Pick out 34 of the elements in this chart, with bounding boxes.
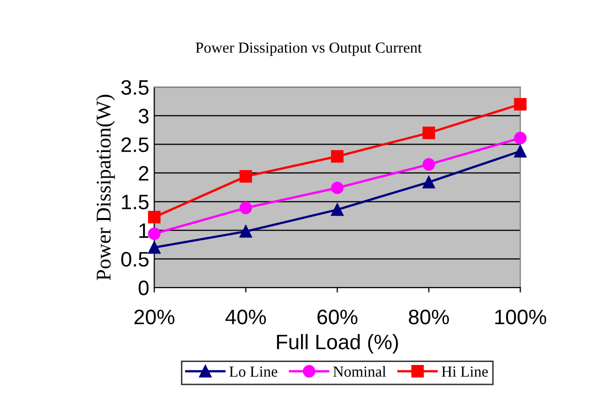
x-tick-label: 100% — [495, 310, 546, 324]
x-tick-label: 20% — [134, 310, 174, 324]
legend-label: Lo Line — [229, 366, 278, 377]
y-tick-label: 3 — [138, 108, 148, 124]
point — [422, 126, 436, 140]
y-tick-label: 2 — [138, 166, 148, 181]
chart-title: Power Dissipation vs Output Current — [196, 42, 422, 56]
point — [240, 225, 252, 238]
y-tick-label: 1 — [139, 223, 148, 238]
point — [514, 132, 527, 144]
point — [240, 202, 252, 214]
point — [148, 210, 161, 224]
x-tick-label: 40% — [225, 310, 266, 324]
x-tick-label: 80% — [408, 310, 449, 324]
point — [514, 144, 527, 158]
point — [240, 170, 252, 183]
point — [148, 241, 161, 254]
y-tick-label: 0 — [138, 280, 149, 296]
point — [148, 227, 161, 240]
point — [514, 98, 527, 111]
y-tick-label: 3.5 — [121, 80, 149, 95]
point — [422, 158, 436, 171]
point — [331, 150, 344, 163]
x-tick-label: 60% — [317, 310, 358, 324]
y-tick-label: 1.5 — [122, 194, 149, 210]
point — [331, 182, 344, 194]
legend-label: Hi Line — [442, 366, 488, 377]
point — [331, 203, 344, 216]
y-tick-label: 0.5 — [121, 252, 149, 267]
point — [422, 176, 436, 188]
legend-label: Nominal — [333, 366, 386, 377]
x-axis-title: Full Load (%) — [277, 334, 398, 354]
y-axis-title: Power Dissipation(W) — [96, 94, 115, 280]
y-tick-label: 2.5 — [122, 137, 149, 152]
